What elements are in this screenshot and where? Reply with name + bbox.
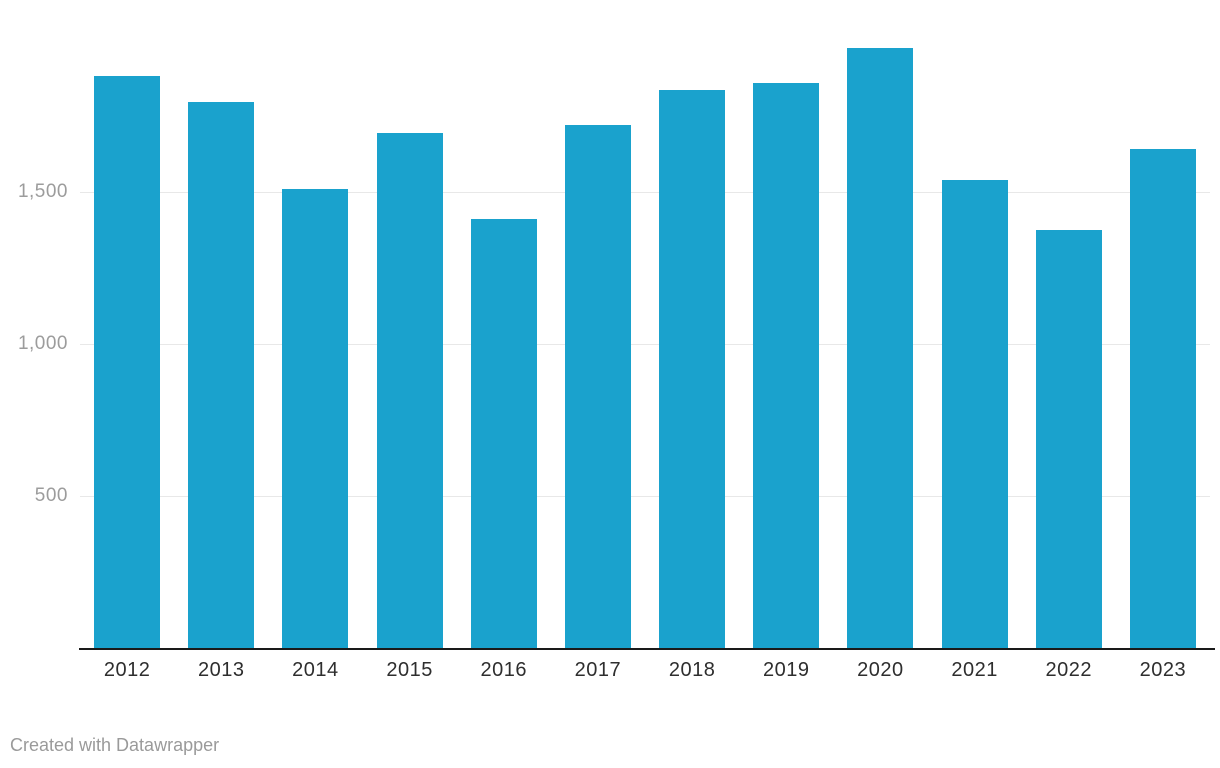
x-tick-label: 2016 xyxy=(480,659,527,681)
x-tick-label: 2020 xyxy=(857,659,904,681)
bar-2019 xyxy=(753,82,820,648)
x-tick-label: 2019 xyxy=(762,659,810,681)
bar-2023 xyxy=(1129,149,1196,648)
y-tick-label: 1,500 xyxy=(17,181,68,202)
x-tick-label: 2023 xyxy=(1139,659,1187,681)
x-tick-label: 2015 xyxy=(386,659,433,681)
bar-2015 xyxy=(376,132,443,648)
x-axis-line xyxy=(79,648,1215,650)
bar-2014 xyxy=(282,188,349,648)
x-tick-label: 2013 xyxy=(197,659,245,681)
datawrapper-credit: Created with Datawrapper xyxy=(10,735,220,755)
x-tick-label: 2012 xyxy=(103,659,151,681)
x-tick-label: 2021 xyxy=(951,659,998,681)
y-tick-label: 500 xyxy=(34,485,68,506)
y-tick-label: 1,000 xyxy=(17,333,68,354)
x-tick-label: 2022 xyxy=(1045,659,1092,681)
bar-2021 xyxy=(941,179,1008,648)
x-tick-label: 2017 xyxy=(574,659,622,681)
bar-2018 xyxy=(659,90,726,648)
x-tick-label: 2014 xyxy=(292,659,339,681)
bar-2016 xyxy=(470,219,537,648)
bar-2022 xyxy=(1035,230,1102,648)
gridline-500 xyxy=(80,496,1210,497)
bar-2012 xyxy=(94,76,161,648)
bar-2013 xyxy=(188,102,255,648)
gridline-1000 xyxy=(80,344,1210,345)
bar-2020 xyxy=(847,47,914,648)
gridline-1500 xyxy=(80,192,1210,193)
bar-2017 xyxy=(564,125,631,648)
x-tick-label: 2018 xyxy=(668,659,716,681)
